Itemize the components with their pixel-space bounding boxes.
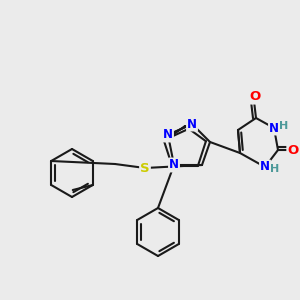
- Text: S: S: [140, 161, 150, 175]
- Text: N: N: [187, 118, 197, 130]
- Text: H: H: [270, 164, 280, 174]
- Text: N: N: [163, 128, 173, 142]
- Text: N: N: [169, 158, 179, 172]
- Text: O: O: [287, 143, 298, 157]
- Text: N: N: [269, 122, 279, 134]
- Text: N: N: [260, 160, 270, 173]
- Text: O: O: [249, 91, 261, 103]
- Text: H: H: [279, 121, 289, 131]
